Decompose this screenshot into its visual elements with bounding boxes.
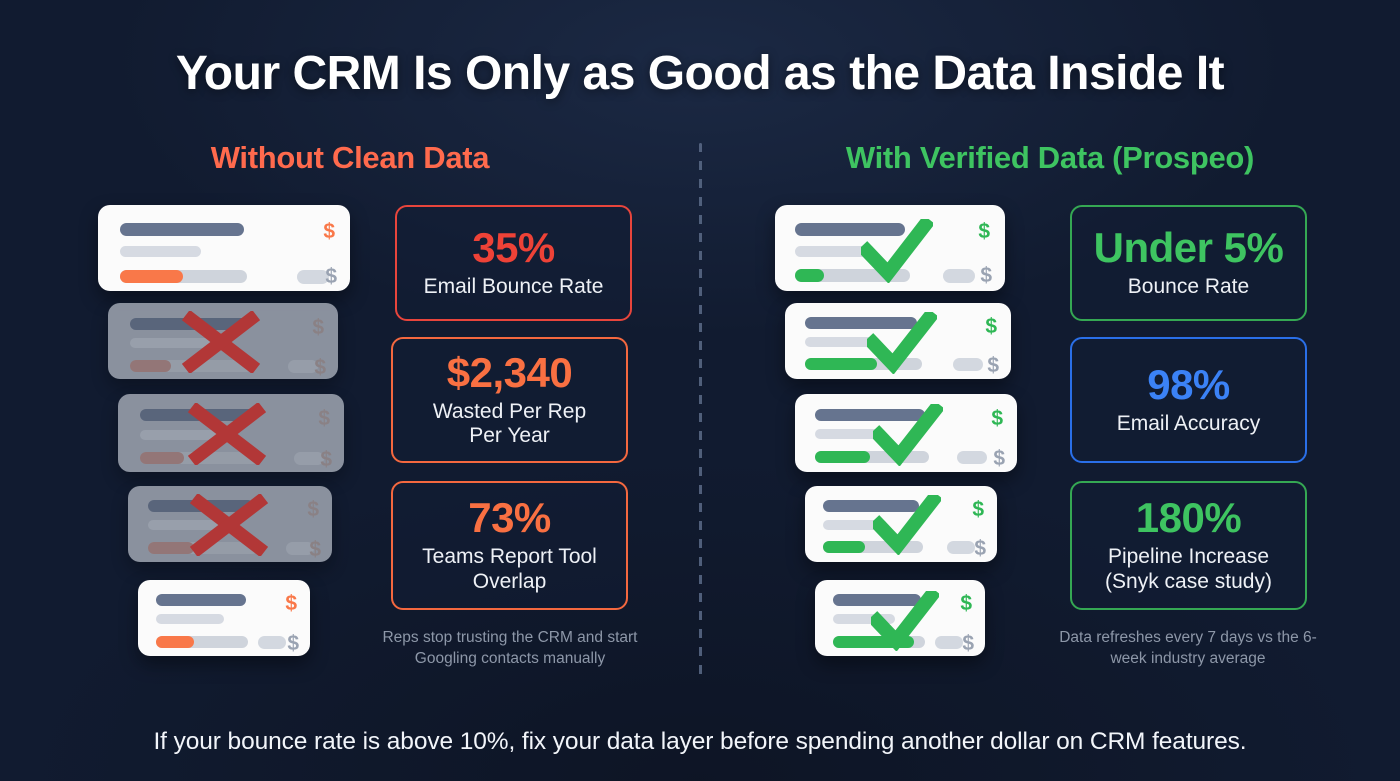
stat-value: $2,340 — [446, 348, 573, 396]
dollar-icon: $ — [974, 537, 986, 560]
dollar-icon: $ — [287, 632, 299, 655]
record-name-bar — [130, 318, 248, 330]
record-detail-bar — [156, 614, 224, 624]
record-tag-pill — [953, 358, 983, 371]
record-card: $ $ — [815, 580, 985, 656]
dollar-icon: $ — [314, 356, 326, 379]
stat-label: Wasted Per Rep Per Year — [432, 399, 587, 448]
record-tag-pill — [943, 269, 975, 283]
dollar-icon: $ — [960, 592, 972, 615]
stat-label: Teams Report Tool Overlap — [422, 545, 597, 593]
left-column-caption: Reps stop trusting the CRM and start Goo… — [382, 629, 638, 667]
stat-card-wasted-per-rep: $2,340 Wasted Per Rep Per Year — [391, 337, 628, 463]
record-detail-bar — [833, 614, 895, 624]
stat-label: Email Accuracy — [1116, 411, 1261, 435]
record-name-bar — [805, 317, 917, 329]
dollar-icon: $ — [985, 315, 997, 338]
dollar-icon: $ — [320, 448, 332, 471]
stat-card-email-accuracy: 98% Email Accuracy — [1070, 337, 1307, 463]
record-score-fill — [130, 360, 171, 372]
dollar-icon: $ — [972, 498, 984, 521]
record-score-fill — [823, 541, 865, 553]
stat-value: 98% — [1147, 361, 1230, 409]
dollar-icon: $ — [312, 316, 324, 339]
record-card: $ $ — [138, 580, 310, 656]
record-detail-bar — [120, 246, 201, 257]
record-score-fill — [833, 636, 914, 648]
record-tag-pill — [947, 541, 975, 554]
record-card: $ $ — [775, 205, 1005, 291]
record-name-bar — [815, 409, 925, 421]
record-name-bar — [140, 409, 256, 421]
dollar-icon: $ — [325, 265, 337, 288]
dollar-icon: $ — [978, 220, 990, 243]
record-card-invalid: $ $ — [108, 303, 338, 379]
record-score-fill — [795, 269, 824, 282]
record-score-fill — [140, 452, 184, 464]
record-card: $ $ — [785, 303, 1011, 379]
record-detail-bar — [140, 430, 218, 440]
record-tag-pill — [935, 636, 963, 649]
record-score-fill — [148, 542, 194, 554]
dollar-icon: $ — [307, 498, 319, 521]
right-column-caption: Data refreshes every 7 days vs the 6-wee… — [1059, 629, 1317, 667]
record-detail-bar — [815, 429, 885, 439]
record-detail-bar — [148, 520, 220, 530]
dollar-icon: $ — [980, 264, 992, 287]
page-title: Your CRM Is Only as Good as the Data Ins… — [175, 47, 1225, 100]
dollar-icon: $ — [318, 407, 330, 430]
record-card-invalid: $ $ — [128, 486, 332, 562]
record-score-fill — [805, 358, 877, 370]
stat-value: Under 5% — [1093, 224, 1284, 272]
column-heading-with-verified-data: With Verified Data (Prospeo) — [845, 140, 1255, 175]
stat-label: Pipeline Increase (Snyk case study) — [1105, 545, 1272, 593]
dollar-icon: $ — [993, 447, 1005, 470]
stat-label: Email Bounce Rate — [423, 274, 604, 298]
dollar-icon: $ — [285, 592, 297, 615]
stat-card-bounce-rate: Under 5% Bounce Rate — [1070, 205, 1307, 321]
record-name-bar — [120, 223, 244, 236]
record-detail-bar — [823, 520, 887, 530]
record-name-bar — [823, 500, 919, 512]
record-score-fill — [156, 636, 194, 648]
record-name-bar — [156, 594, 246, 606]
record-card: $ $ — [805, 486, 997, 562]
record-tag-pill — [294, 452, 324, 465]
record-detail-bar — [795, 246, 867, 257]
stat-label: Bounce Rate — [1127, 274, 1250, 298]
record-score-fill — [815, 451, 870, 463]
dollar-icon: $ — [991, 407, 1003, 430]
record-tag-pill — [288, 360, 318, 373]
stat-card-pipeline-increase: 180% Pipeline Increase (Snyk case study) — [1070, 481, 1307, 610]
record-tag-pill — [286, 542, 314, 555]
stat-value: 73% — [468, 494, 551, 542]
dollar-icon: $ — [987, 354, 999, 377]
record-name-bar — [795, 223, 905, 236]
record-tag-pill — [297, 270, 329, 284]
stat-value: 180% — [1135, 494, 1242, 542]
record-card-invalid: $ $ — [118, 394, 344, 472]
record-card: $ $ — [98, 205, 350, 291]
dollar-icon: $ — [323, 220, 335, 243]
record-detail-bar — [130, 338, 210, 348]
dollar-icon: $ — [962, 632, 974, 655]
record-score-fill — [120, 270, 183, 283]
stat-card-tool-overlap: 73% Teams Report Tool Overlap — [391, 481, 628, 610]
stat-value: 35% — [472, 224, 555, 272]
record-name-bar — [833, 594, 921, 606]
record-tag-pill — [957, 451, 987, 464]
record-card: $ $ — [795, 394, 1017, 472]
footer-note: If your bounce rate is above 10%, fix yo… — [153, 728, 1247, 755]
record-name-bar — [148, 500, 254, 512]
record-tag-pill — [258, 636, 286, 649]
dollar-icon: $ — [309, 538, 321, 561]
stat-card-email-bounce-rate: 35% Email Bounce Rate — [395, 205, 632, 321]
column-heading-without-clean-data: Without Clean Data — [210, 140, 490, 175]
column-divider — [699, 143, 702, 675]
record-detail-bar — [805, 337, 877, 347]
